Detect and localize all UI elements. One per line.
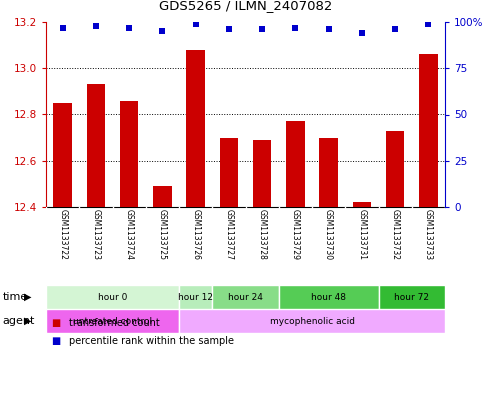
Point (292, 24, 299, 31)
Bar (286, 121, 304, 207)
Text: untreated control: untreated control (73, 316, 152, 325)
Text: ■: ■ (51, 336, 60, 346)
Text: GSM1133731: GSM1133731 (357, 209, 367, 260)
Point (158, 28, 166, 35)
Text: percentile rank within the sample: percentile rank within the sample (69, 336, 234, 346)
Text: time: time (2, 292, 28, 302)
Text: hour 12: hour 12 (178, 292, 213, 301)
Point (425, 21, 432, 27)
Text: agent: agent (2, 316, 35, 326)
Bar (179, 309, 445, 333)
Bar (179, 285, 212, 309)
Text: hour 0: hour 0 (98, 292, 127, 301)
Bar (419, 54, 438, 207)
Text: hour 24: hour 24 (228, 292, 263, 301)
Text: GSM1133727: GSM1133727 (225, 209, 233, 260)
Point (258, 26, 266, 33)
Text: GSM1133730: GSM1133730 (324, 209, 333, 261)
Text: transformed count: transformed count (69, 318, 160, 328)
Bar (153, 186, 171, 207)
Point (125, 24, 133, 31)
Text: ■: ■ (51, 318, 60, 328)
Point (59, 24, 67, 31)
Bar (186, 50, 205, 207)
Text: GSM1133728: GSM1133728 (257, 209, 267, 260)
Text: GSM1133732: GSM1133732 (391, 209, 399, 260)
Text: ▶: ▶ (24, 316, 32, 326)
Point (92, 22, 99, 29)
Bar (212, 285, 279, 309)
Bar (120, 101, 138, 207)
Point (325, 26, 332, 33)
Text: GSM1133724: GSM1133724 (125, 209, 134, 260)
Bar (253, 140, 271, 207)
Bar (386, 131, 404, 207)
Bar (379, 285, 445, 309)
Text: hour 48: hour 48 (311, 292, 346, 301)
Point (358, 30, 366, 36)
Bar (353, 202, 371, 207)
Bar (46, 309, 179, 333)
Bar (220, 138, 238, 207)
Text: GSM1133726: GSM1133726 (191, 209, 200, 260)
Point (225, 26, 233, 33)
Text: GSM1133722: GSM1133722 (58, 209, 67, 260)
Point (391, 26, 399, 33)
Text: hour 72: hour 72 (394, 292, 429, 301)
Text: GSM1133733: GSM1133733 (424, 209, 433, 261)
Bar (319, 138, 338, 207)
Text: GSM1133729: GSM1133729 (291, 209, 300, 260)
Bar (54, 103, 72, 207)
Text: GSM1133723: GSM1133723 (91, 209, 100, 260)
Point (192, 21, 199, 27)
Text: ▶: ▶ (24, 292, 32, 302)
Text: GSM1133725: GSM1133725 (158, 209, 167, 260)
Text: mycophenolic acid: mycophenolic acid (270, 316, 355, 325)
Bar (279, 285, 379, 309)
Bar (46, 285, 179, 309)
Bar (87, 84, 105, 207)
Text: GDS5265 / ILMN_2407082: GDS5265 / ILMN_2407082 (159, 0, 332, 12)
